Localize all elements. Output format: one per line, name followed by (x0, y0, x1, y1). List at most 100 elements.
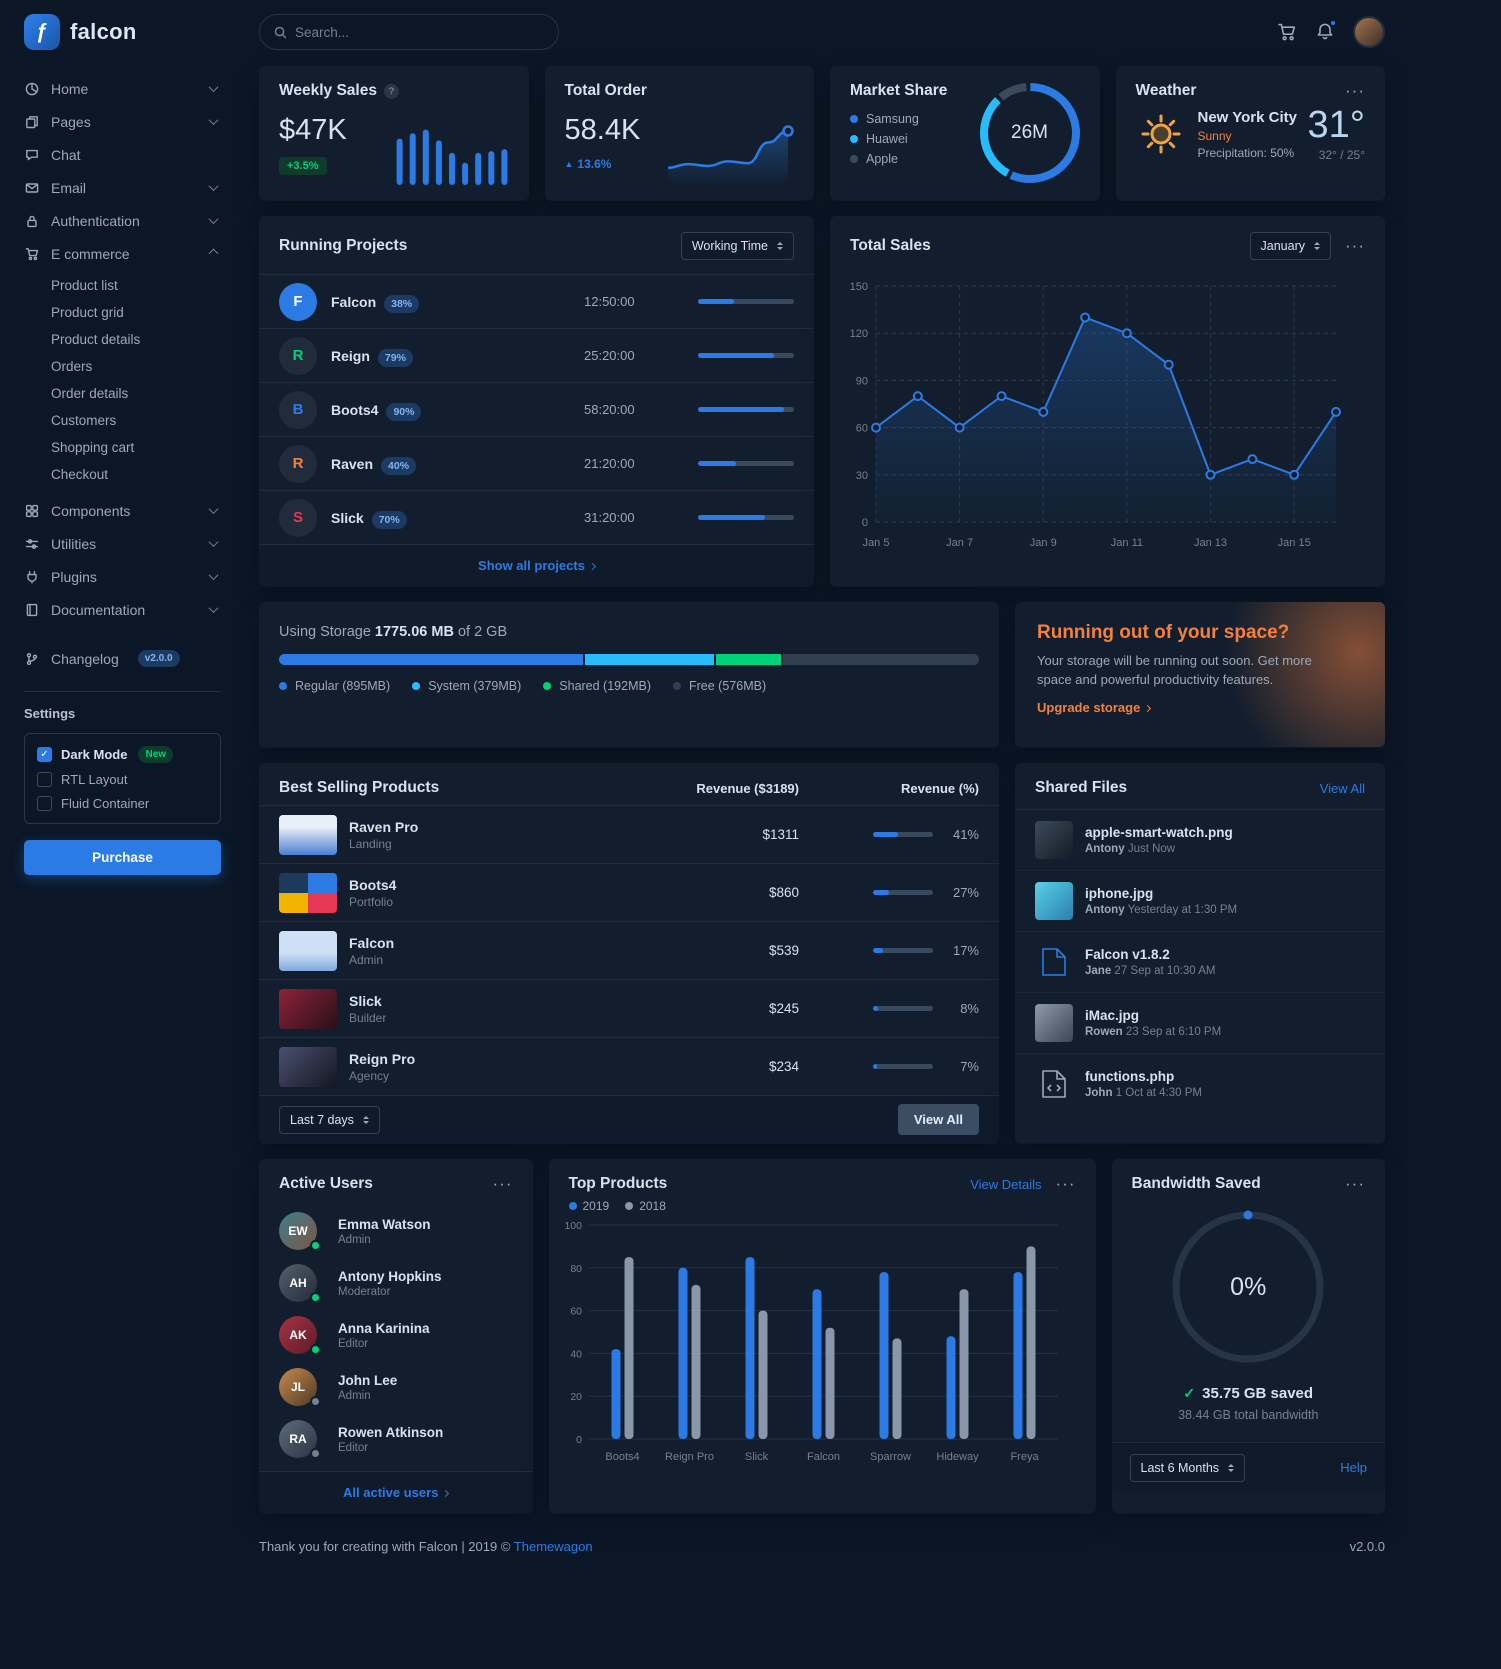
user-name[interactable]: Rowen Atkinson (338, 1424, 444, 1440)
months-select[interactable]: Last 6 Months (1129, 1453, 1246, 1482)
view-all-button[interactable]: View All (897, 1104, 979, 1135)
sidebar-item-orders[interactable]: Orders (51, 359, 93, 374)
file-name[interactable]: functions.php (1085, 1069, 1175, 1084)
dark-mode-option[interactable]: Dark Mode New (37, 746, 208, 763)
bandwidth-title: Bandwidth Saved (1131, 1175, 1261, 1192)
total-sales-title: Total Sales (850, 237, 931, 254)
footer-text: Thank you for creating with Falcon | 201… (259, 1539, 593, 1554)
revenue-percent-bar (873, 1006, 933, 1011)
search-input[interactable] (295, 24, 544, 40)
sort-arrows-icon (1228, 1463, 1235, 1472)
file-name[interactable]: iMac.jpg (1085, 1008, 1140, 1023)
sidebar-item-components[interactable]: Components (24, 494, 221, 527)
file-row[interactable]: apple-smart-watch.png Antony Just Now (1015, 810, 1385, 871)
product-name[interactable]: Raven Pro (349, 818, 419, 835)
user-row[interactable]: AK Anna Karinina Editor (259, 1309, 533, 1361)
sidebar-item-ecommerce[interactable]: E commerce (24, 237, 221, 270)
legend-dot (673, 682, 681, 690)
user-name[interactable]: John Lee (338, 1372, 398, 1388)
user-name[interactable]: Emma Watson (338, 1216, 431, 1232)
product-category[interactable]: Builder (349, 1010, 387, 1025)
user-row[interactable]: JL John Lee Admin (259, 1361, 533, 1413)
sidebar-item-order-details[interactable]: Order details (51, 386, 129, 401)
product-name[interactable]: Falcon (349, 934, 395, 951)
bandwidth-percent: 0% (1230, 1272, 1267, 1301)
product-name[interactable]: Reign Pro (349, 1050, 416, 1067)
project-name[interactable]: Falcon (331, 293, 377, 310)
product-category[interactable]: Agency (349, 1068, 390, 1083)
file-row[interactable]: functions.php John 1 Oct at 4:30 PM (1015, 1054, 1385, 1114)
storage-title: Using Storage 1775.06 MB of 2 GB (279, 624, 979, 640)
fluid-checkbox[interactable] (37, 796, 52, 811)
rtl-checkbox[interactable] (37, 772, 52, 787)
sidebar-item-shopping-cart[interactable]: Shopping cart (51, 440, 135, 455)
project-name[interactable]: Boots4 (331, 401, 379, 418)
ellipsis-menu-icon[interactable]: ··· (1345, 80, 1365, 100)
upgrade-storage-link[interactable]: Upgrade storage (1037, 700, 1152, 715)
product-category[interactable]: Admin (349, 952, 384, 967)
file-name[interactable]: iphone.jpg (1085, 886, 1154, 901)
user-name[interactable]: Anna Karinina (338, 1320, 430, 1336)
chevron-down-icon (208, 603, 219, 614)
project-progress-badge: 40% (381, 456, 417, 475)
sidebar-item-authentication[interactable]: Authentication (24, 204, 221, 237)
all-active-users-link[interactable]: All active users (343, 1485, 450, 1500)
sidebar-item-pages[interactable]: Pages (24, 105, 221, 138)
sidebar-item-product-grid[interactable]: Product grid (51, 305, 124, 320)
storage-label: Using Storage (279, 624, 371, 640)
purchase-button[interactable]: Purchase (24, 840, 221, 875)
rtl-layout-option[interactable]: RTL Layout (37, 772, 208, 787)
sidebar: ƒ falcon Home Pages Chat Email Authentic… (0, 0, 235, 905)
view-details-link[interactable]: View Details (970, 1176, 1042, 1192)
search-box[interactable] (259, 14, 559, 50)
user-row[interactable]: RA Rowen Atkinson Editor (259, 1413, 533, 1465)
product-category[interactable]: Portfolio (349, 894, 394, 909)
sidebar-item-product-list[interactable]: Product list (51, 278, 118, 293)
file-row[interactable]: iphone.jpg Antony Yesterday at 1:30 PM (1015, 871, 1385, 932)
sidebar-item-documentation[interactable]: Documentation (24, 593, 221, 626)
brand[interactable]: ƒ falcon (24, 14, 221, 50)
month-select[interactable]: January (1249, 232, 1332, 260)
file-row[interactable]: iMac.jpg Rowen 23 Sep at 6:10 PM (1015, 993, 1385, 1054)
svg-text:20: 20 (570, 1391, 582, 1403)
falcon-logo-icon: ƒ (24, 14, 60, 50)
sidebar-item-changelog[interactable]: Changelog v2.0.0 (24, 642, 221, 675)
sidebar-item-home[interactable]: Home (24, 72, 221, 105)
sidebar-item-email[interactable]: Email (24, 171, 221, 204)
sidebar-item-plugins[interactable]: Plugins (24, 560, 221, 593)
cart-icon[interactable] (1277, 22, 1297, 42)
fluid-container-option[interactable]: Fluid Container (37, 796, 208, 811)
sidebar-item-checkout[interactable]: Checkout (51, 467, 109, 482)
user-avatar[interactable] (1353, 16, 1385, 48)
themewagon-link[interactable]: Themewagon (513, 1539, 593, 1554)
sidebar-item-utilities[interactable]: Utilities (24, 527, 221, 560)
project-name[interactable]: Reign (331, 347, 370, 364)
sidebar-item-customers[interactable]: Customers (51, 413, 117, 428)
period-select[interactable]: Last 7 days (279, 1105, 380, 1134)
user-row[interactable]: EW Emma Watson Admin (259, 1205, 533, 1257)
file-row[interactable]: Falcon v1.8.2 Jane 27 Sep at 10:30 AM (1015, 932, 1385, 993)
sidebar-item-chat[interactable]: Chat (24, 138, 221, 171)
ellipsis-menu-icon[interactable]: ··· (1345, 235, 1365, 255)
bell-icon[interactable] (1315, 19, 1337, 42)
svg-text:0: 0 (862, 517, 868, 529)
ellipsis-menu-icon[interactable]: ··· (1055, 1173, 1076, 1193)
ellipsis-menu-icon[interactable]: ··· (492, 1173, 513, 1193)
project-name[interactable]: Slick (331, 509, 364, 526)
show-all-projects-link[interactable]: Show all projects (478, 558, 596, 573)
working-time-select[interactable]: Working Time (680, 232, 794, 260)
dark-mode-checkbox[interactable] (37, 747, 52, 762)
product-category[interactable]: Landing (349, 836, 392, 851)
file-name[interactable]: apple-smart-watch.png (1085, 825, 1233, 840)
product-name[interactable]: Boots4 (349, 876, 397, 893)
project-name[interactable]: Raven (331, 455, 374, 472)
sidebar-item-product-details[interactable]: Product details (51, 332, 141, 347)
question-circle-icon[interactable]: ? (383, 83, 399, 99)
help-link[interactable]: Help (1340, 1460, 1367, 1475)
ellipsis-menu-icon[interactable]: ··· (1345, 1173, 1365, 1193)
user-row[interactable]: AH Antony Hopkins Moderator (259, 1257, 533, 1309)
view-all-link[interactable]: View All (1319, 780, 1365, 796)
user-name[interactable]: Antony Hopkins (338, 1268, 442, 1284)
product-name[interactable]: Slick (349, 992, 382, 1009)
file-name[interactable]: Falcon v1.8.2 (1085, 947, 1170, 962)
